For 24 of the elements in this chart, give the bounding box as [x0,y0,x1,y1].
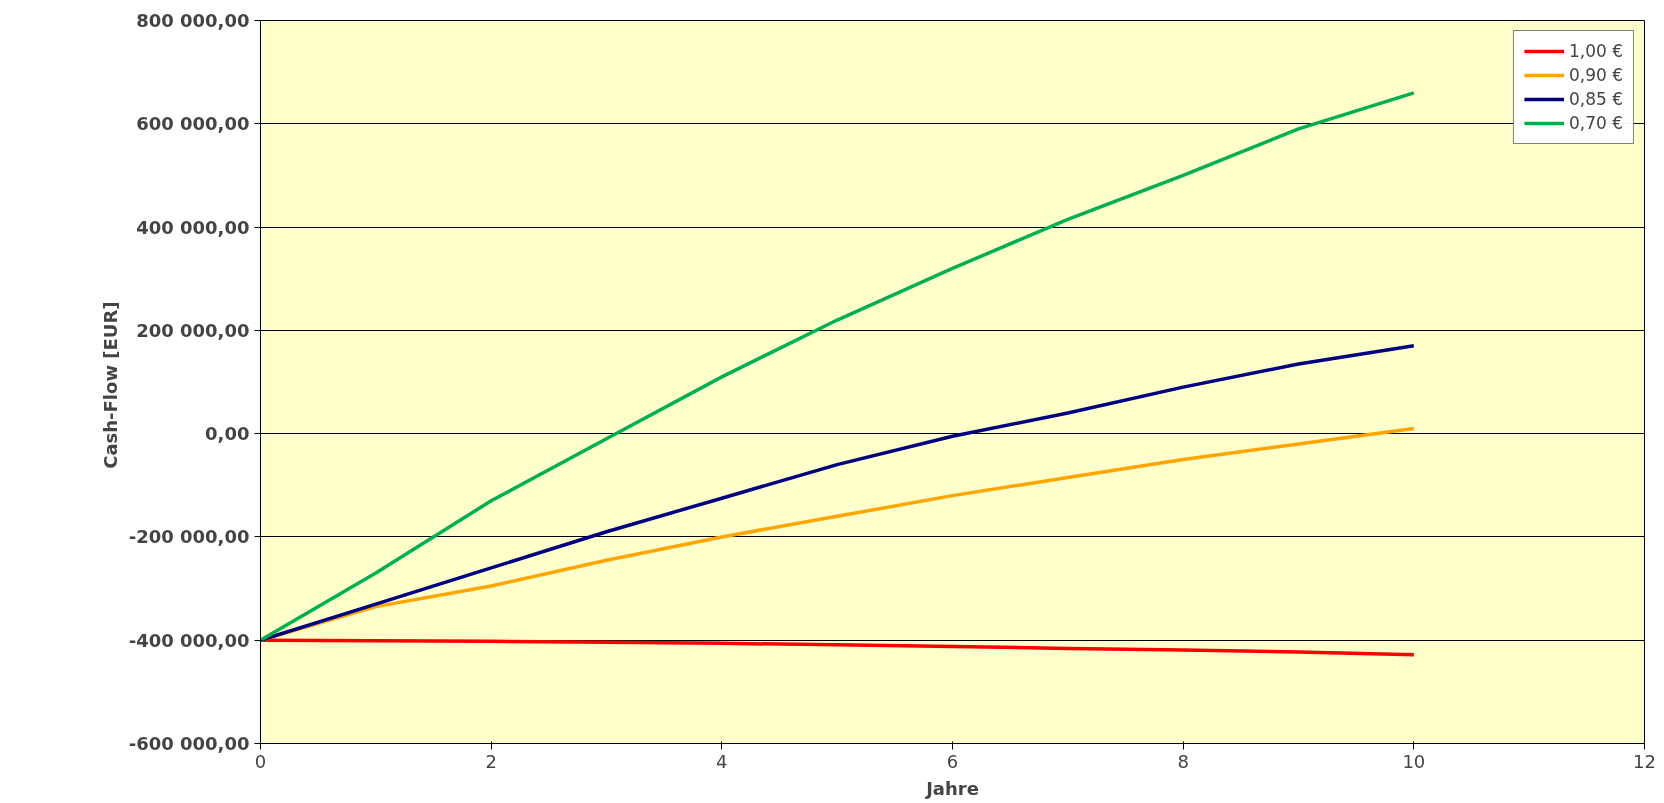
y-tick-label: -600 000,00 [128,733,250,754]
y-tick-label: 800 000,00 [136,10,250,31]
x-tick-label: 6 [946,750,959,772]
line-series [260,344,1416,642]
legend-label: 1,00 € [1568,41,1623,61]
legend-label: 0,70 € [1568,113,1623,133]
legend-label: 0,90 € [1568,65,1623,85]
x-axis-title: Jahre [924,777,979,799]
x-tick-label: 12 [1633,750,1656,772]
y-tick-label: 600 000,00 [136,113,250,135]
y-tick-label: 200 000,00 [136,319,250,341]
y-tick-label: -200 000,00 [128,526,250,548]
x-tick-label: 4 [716,750,728,772]
x-tick-label: 8 [1177,750,1189,772]
line-series [260,638,1416,657]
line-series [260,91,1416,642]
x-tick-label: 10 [1402,750,1426,772]
y-axis-title: Cash-Flow [EUR] [99,301,121,469]
y-tick-label: -400 000,00 [128,629,250,651]
x-tick-label: 0 [254,750,267,772]
y-tick-label: 400 000,00 [136,216,250,238]
y-tick-label: 0,00 [205,423,250,445]
x-tick-label: 2 [485,750,497,772]
legend-label: 0,85 € [1568,89,1623,109]
